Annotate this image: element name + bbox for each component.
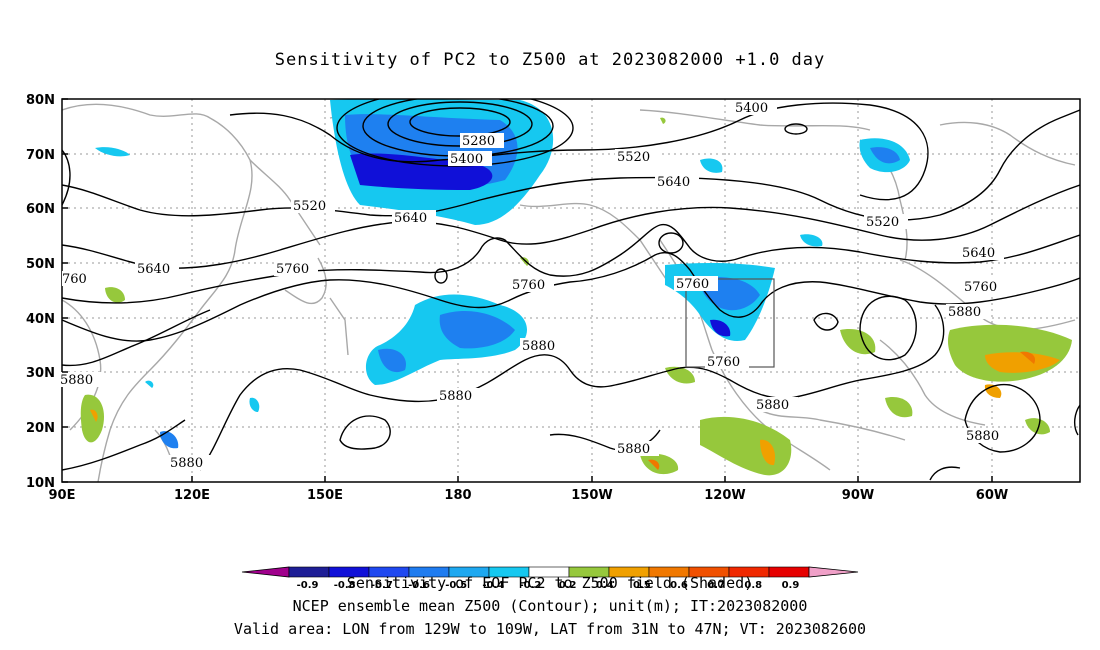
colorbar-tick-label: 0.4 <box>596 580 614 591</box>
map-area <box>62 99 1080 482</box>
svg-text:5400: 5400 <box>450 152 483 167</box>
svg-text:5880: 5880 <box>522 339 555 354</box>
lon-label: 90W <box>842 488 874 503</box>
contour-label: 5880 <box>437 388 481 404</box>
colorbar-tick-label: 0.7 <box>707 580 725 591</box>
lon-label: 120W <box>704 488 745 503</box>
lat-label: 80N <box>26 93 55 108</box>
footer-line-3: Valid area: LON from 129W to 109W, LAT f… <box>233 620 867 638</box>
svg-text:760: 760 <box>62 272 87 287</box>
footer-line-1: Sensitivity of EOF PC2 to Z500 field (Sh… <box>346 574 754 592</box>
contour-label: 5640 <box>655 174 699 190</box>
contour-label: 5280 <box>460 133 504 149</box>
contour-label: 5640 <box>135 261 179 277</box>
colorbar-tick-label: 0.5 <box>633 580 651 591</box>
colorbar-tick-label: -0.9 <box>297 580 319 591</box>
colorbar-tick-label: -0.7 <box>371 580 393 591</box>
colorbar-tick-label: 0.2 <box>559 580 577 591</box>
svg-text:5520: 5520 <box>617 150 650 165</box>
lat-ticks <box>62 98 68 483</box>
contour-label: 5520 <box>615 149 659 165</box>
lon-label: 150W <box>571 488 612 503</box>
contour-label: 5880 <box>946 304 990 320</box>
svg-text:5520: 5520 <box>866 215 899 230</box>
contour-label: 5640 <box>392 210 436 226</box>
contour-label: 760 <box>62 271 92 287</box>
svg-text:5520: 5520 <box>293 199 326 214</box>
svg-text:5880: 5880 <box>948 305 981 320</box>
colorbar-tick-label: -0.8 <box>334 580 356 591</box>
lat-label: 10N <box>26 476 55 491</box>
contour-label: 5760 <box>674 276 718 292</box>
svg-text:5280: 5280 <box>462 134 495 149</box>
contour-label: 5400 <box>448 151 492 167</box>
contour-labels: 5400 5280 5400 5520 5640 5520 5520 5640 … <box>60 100 1008 471</box>
svg-text:5880: 5880 <box>756 398 789 413</box>
lon-label: 180 <box>444 488 471 503</box>
lat-axis-labels: 80N 70N 60N 50N 40N 30N 20N 10N <box>26 93 55 491</box>
lon-axis-labels: 90E 120E 150E 180 150W 120W 90W 60W <box>49 488 1009 503</box>
svg-text:5760: 5760 <box>676 277 709 292</box>
colorbar-tick-label: -0.5 <box>445 580 467 591</box>
colorbar-tick-label: -0.6 <box>408 580 430 591</box>
contour-label: 5520 <box>864 214 908 230</box>
contour-label: 5760 <box>274 261 318 277</box>
svg-text:5880: 5880 <box>966 429 999 444</box>
lon-label: 60W <box>976 488 1008 503</box>
contour-label: 5760 <box>962 279 1006 295</box>
lon-label: 120E <box>174 488 210 503</box>
contour-label: 5880 <box>520 338 564 354</box>
colorbar-tick-label: -0.2 <box>519 580 541 591</box>
svg-text:5760: 5760 <box>707 355 740 370</box>
footer-line-2: NCEP ensemble mean Z500 (Contour); unit(… <box>292 597 808 615</box>
svg-text:5760: 5760 <box>964 280 997 295</box>
lat-label: 70N <box>26 148 55 163</box>
contour-label: 5880 <box>60 372 104 388</box>
colorbar-tick-label: 0.8 <box>744 580 762 591</box>
lat-label: 20N <box>26 421 55 436</box>
lat-label: 60N <box>26 202 55 217</box>
lon-label: 150E <box>307 488 343 503</box>
contour-label: 5880 <box>168 455 212 471</box>
map-title: Sensitivity of PC2 to Z500 at 2023082000… <box>274 50 826 70</box>
colorbar-tick-label: 0.6 <box>670 580 688 591</box>
contour-label: 5880 <box>964 428 1008 444</box>
svg-text:5640: 5640 <box>394 211 427 226</box>
contour-label: 5760 <box>705 354 749 370</box>
contour-label: 5880 <box>754 397 798 413</box>
contour-label: 5520 <box>291 198 335 214</box>
map-frame <box>61 98 1081 483</box>
svg-text:5640: 5640 <box>657 175 690 190</box>
colorbar: -0.9 -0.8 -0.7 -0.6 -0.5 -0.4 -0.2 0.2 0.4 0.5 0.6… <box>241 566 859 591</box>
lat-label: 30N <box>26 366 55 381</box>
contour-label: 5760 <box>510 277 554 293</box>
svg-text:5760: 5760 <box>276 262 309 277</box>
colorbar-end-high <box>808 566 859 578</box>
svg-text:5640: 5640 <box>962 246 995 261</box>
svg-text:5760: 5760 <box>512 278 545 293</box>
contour-label: 5880 <box>615 441 659 457</box>
svg-text:5880: 5880 <box>439 389 472 404</box>
colorbar-cells <box>288 566 810 578</box>
contour-label: 5400 <box>733 100 777 116</box>
contour-label: 5640 <box>960 245 1004 261</box>
svg-text:5880: 5880 <box>60 373 93 388</box>
svg-text:5640: 5640 <box>137 262 170 277</box>
lat-label: 40N <box>26 312 55 327</box>
svg-text:5880: 5880 <box>617 442 650 457</box>
lon-label: 90E <box>49 488 76 503</box>
colorbar-tick-label: -0.4 <box>482 580 504 591</box>
lon-ticks <box>191 476 993 482</box>
svg-text:5880: 5880 <box>170 456 203 471</box>
colorbar-tick-label: 0.9 <box>782 580 800 591</box>
lat-label: 50N <box>26 257 55 272</box>
svg-text:5400: 5400 <box>735 101 768 116</box>
colorbar-tick-labels: -0.9 -0.8 -0.7 -0.6 -0.5 -0.4 -0.2 0.2 0.4 0.5 0.6… <box>297 580 800 591</box>
